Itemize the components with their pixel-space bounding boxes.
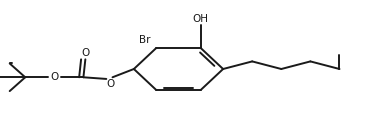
Text: O: O [106, 79, 115, 89]
Text: O: O [81, 48, 90, 58]
Text: OH: OH [193, 14, 209, 24]
Text: O: O [50, 72, 59, 82]
Text: Br: Br [139, 35, 150, 45]
